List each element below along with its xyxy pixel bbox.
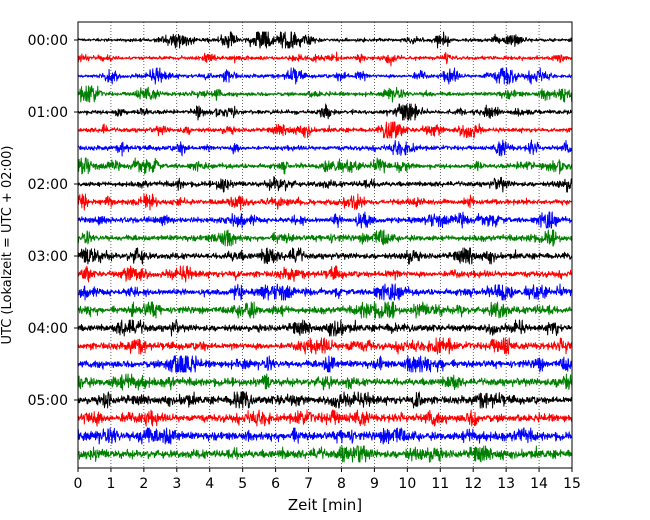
y-axis-label: UTC (Lokalzeit = UTC + 02:00) [0, 146, 15, 345]
trace-0215 [77, 193, 573, 211]
trace-0500 [77, 391, 573, 409]
trace-0230 [77, 211, 573, 229]
trace-0515 [77, 409, 573, 427]
trace-0345 [77, 301, 573, 319]
grid-lines [110, 22, 540, 468]
x-tick-label: 0 [74, 476, 83, 492]
x-tick-label: 9 [370, 476, 379, 492]
x-axis-label: Zeit [min] [288, 496, 362, 514]
trace-0030 [77, 67, 573, 85]
trace-0115 [77, 121, 573, 139]
trace-0430 [77, 355, 573, 373]
x-tick-label: 7 [304, 476, 313, 492]
x-tick-label: 15 [563, 476, 581, 492]
x-tick-label: 1 [106, 476, 115, 492]
y-tick-label: 00:00 [28, 33, 68, 49]
trace-0400 [77, 319, 573, 337]
y-tick-label: 03:00 [28, 249, 68, 265]
x-tick-label: 13 [497, 476, 515, 492]
x-tick-label: 3 [172, 476, 181, 492]
trace-0315 [77, 265, 573, 283]
trace-0445 [77, 373, 573, 391]
trace-0145 [77, 157, 573, 175]
trace-0530 [77, 427, 573, 445]
trace-0100 [77, 103, 573, 121]
x-tick-label: 5 [238, 476, 247, 492]
x-tick-label: 14 [530, 476, 548, 492]
y-tick-label: 02:00 [28, 177, 68, 193]
y-tick-label: 04:00 [28, 321, 68, 337]
trace-0245 [77, 229, 573, 247]
x-tick-label: 4 [205, 476, 214, 492]
x-tick-label: 8 [337, 476, 346, 492]
trace-0330 [77, 283, 573, 301]
trace-0200 [77, 176, 573, 193]
seismogram-traces [77, 31, 573, 463]
y-axis-ticks: 00:00 01:00 02:00 03:00 04:00 05:00 [28, 33, 78, 409]
trace-0300 [77, 247, 573, 265]
x-tick-label: 12 [464, 476, 482, 492]
trace-0000 [77, 31, 573, 49]
trace-0045 [77, 85, 573, 103]
x-tick-label: 2 [139, 476, 148, 492]
x-tick-label: 11 [431, 476, 449, 492]
x-tick-label: 6 [271, 476, 280, 492]
trace-0015 [77, 51, 573, 67]
trace-0130 [77, 139, 573, 157]
plot-frame [77, 21, 573, 469]
trace-0415 [77, 337, 573, 355]
y-tick-label: 01:00 [28, 105, 68, 121]
y-tick-label: 05:00 [28, 393, 68, 409]
x-tick-label: 10 [398, 476, 416, 492]
trace-0545 [77, 445, 573, 463]
x-axis-ticks: 0 1 2 3 4 5 6 7 8 9 10 11 12 13 14 15 [74, 468, 581, 492]
